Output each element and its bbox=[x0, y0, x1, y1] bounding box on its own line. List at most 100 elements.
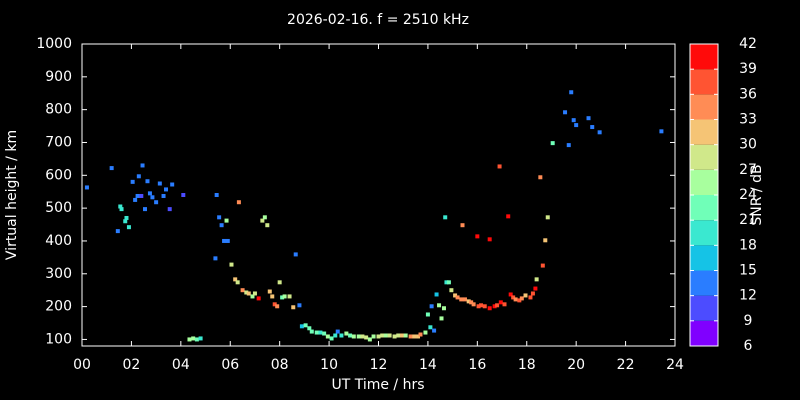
data-point bbox=[502, 302, 507, 307]
data-point bbox=[124, 215, 129, 220]
data-point bbox=[387, 333, 392, 338]
data-point bbox=[550, 141, 555, 146]
data-point bbox=[256, 296, 261, 301]
plot-frame bbox=[81, 43, 676, 347]
data-point bbox=[277, 280, 282, 285]
data-point bbox=[270, 294, 275, 299]
data-point bbox=[213, 256, 218, 261]
data-point bbox=[446, 280, 451, 285]
x-tick-label: 22 bbox=[617, 357, 635, 373]
colorbar-tick-label: 36 bbox=[739, 86, 757, 102]
colorbar-tick-label: 33 bbox=[739, 112, 757, 128]
data-point bbox=[453, 293, 458, 298]
data-point bbox=[492, 304, 497, 309]
data-point bbox=[287, 294, 292, 299]
colorbar-band bbox=[690, 220, 718, 246]
data-point bbox=[214, 193, 219, 197]
y-tick-label: 200 bbox=[45, 299, 72, 315]
data-point bbox=[252, 291, 257, 296]
data-point bbox=[471, 302, 476, 307]
data-point bbox=[519, 296, 524, 301]
data-point bbox=[597, 130, 602, 135]
data-point bbox=[432, 328, 437, 333]
data-point bbox=[356, 334, 361, 339]
data-point bbox=[170, 182, 175, 187]
data-point bbox=[498, 300, 503, 305]
data-point bbox=[235, 280, 240, 285]
data-point bbox=[360, 334, 365, 339]
data-point bbox=[115, 229, 120, 234]
data-point bbox=[351, 334, 356, 339]
x-tick-label: 24 bbox=[666, 357, 684, 373]
data-point bbox=[545, 215, 550, 220]
data-point bbox=[466, 299, 471, 304]
data-point bbox=[566, 143, 571, 148]
x-tick-label: 18 bbox=[518, 357, 536, 373]
data-point bbox=[318, 330, 323, 335]
colorbar-band bbox=[690, 144, 718, 170]
data-point bbox=[282, 294, 287, 299]
data-point bbox=[659, 129, 664, 134]
data-point bbox=[586, 116, 591, 121]
data-point bbox=[590, 125, 595, 130]
y-tick-label: 1000 bbox=[36, 36, 72, 52]
colorbar-tick-label: 24 bbox=[739, 187, 757, 203]
data-point bbox=[423, 330, 428, 335]
data-point bbox=[455, 295, 460, 300]
data-point bbox=[280, 295, 285, 300]
data-point bbox=[140, 163, 145, 168]
data-point bbox=[418, 332, 423, 337]
data-point bbox=[133, 197, 138, 202]
data-point bbox=[260, 218, 265, 223]
data-point bbox=[574, 123, 579, 128]
data-point bbox=[154, 200, 159, 205]
data-point bbox=[563, 110, 568, 115]
data-point bbox=[408, 334, 413, 339]
x-tick-label: 08 bbox=[271, 357, 289, 373]
data-point bbox=[191, 336, 196, 341]
data-point bbox=[425, 312, 430, 317]
y-tick-label: 800 bbox=[45, 102, 72, 118]
data-point bbox=[396, 333, 401, 338]
data-point bbox=[250, 294, 255, 299]
data-point bbox=[371, 334, 376, 339]
data-point bbox=[303, 323, 308, 328]
data-point bbox=[475, 234, 480, 239]
data-point bbox=[325, 334, 330, 339]
data-point bbox=[293, 252, 298, 257]
data-point bbox=[246, 291, 251, 296]
x-tick-label: 06 bbox=[221, 357, 239, 373]
colorbar-tick-label: 9 bbox=[744, 313, 753, 329]
data-point bbox=[344, 331, 349, 336]
colorbar-tick-label: 6 bbox=[744, 338, 753, 354]
y-tick-label: 500 bbox=[45, 200, 72, 216]
data-point bbox=[139, 193, 144, 198]
data-point bbox=[262, 215, 267, 220]
data-point bbox=[309, 329, 314, 334]
data-point bbox=[528, 295, 533, 300]
data-point bbox=[219, 223, 224, 228]
data-point bbox=[399, 333, 404, 338]
chart-title: 2026-02-16. f = 2510 kHz bbox=[287, 12, 469, 28]
data-point bbox=[229, 262, 234, 267]
data-point bbox=[523, 293, 528, 298]
data-point bbox=[275, 304, 280, 309]
colorbar-tick-label: 15 bbox=[739, 263, 757, 279]
data-point bbox=[198, 336, 203, 341]
x-tick-label: 12 bbox=[370, 357, 388, 373]
colorbar-band bbox=[690, 69, 718, 95]
data-point bbox=[543, 238, 548, 243]
x-tick-label: 16 bbox=[468, 357, 486, 373]
data-point bbox=[126, 225, 131, 230]
data-point bbox=[506, 214, 511, 219]
data-point bbox=[416, 334, 421, 339]
data-point bbox=[291, 305, 296, 310]
data-point bbox=[460, 223, 465, 228]
data-point bbox=[272, 302, 277, 307]
data-point bbox=[236, 200, 241, 205]
data-point bbox=[476, 304, 481, 309]
y-tick-label: 700 bbox=[45, 134, 72, 150]
data-point bbox=[348, 333, 353, 338]
x-tick-label: 20 bbox=[567, 357, 585, 373]
colorbar-tick-label: 21 bbox=[739, 212, 757, 228]
